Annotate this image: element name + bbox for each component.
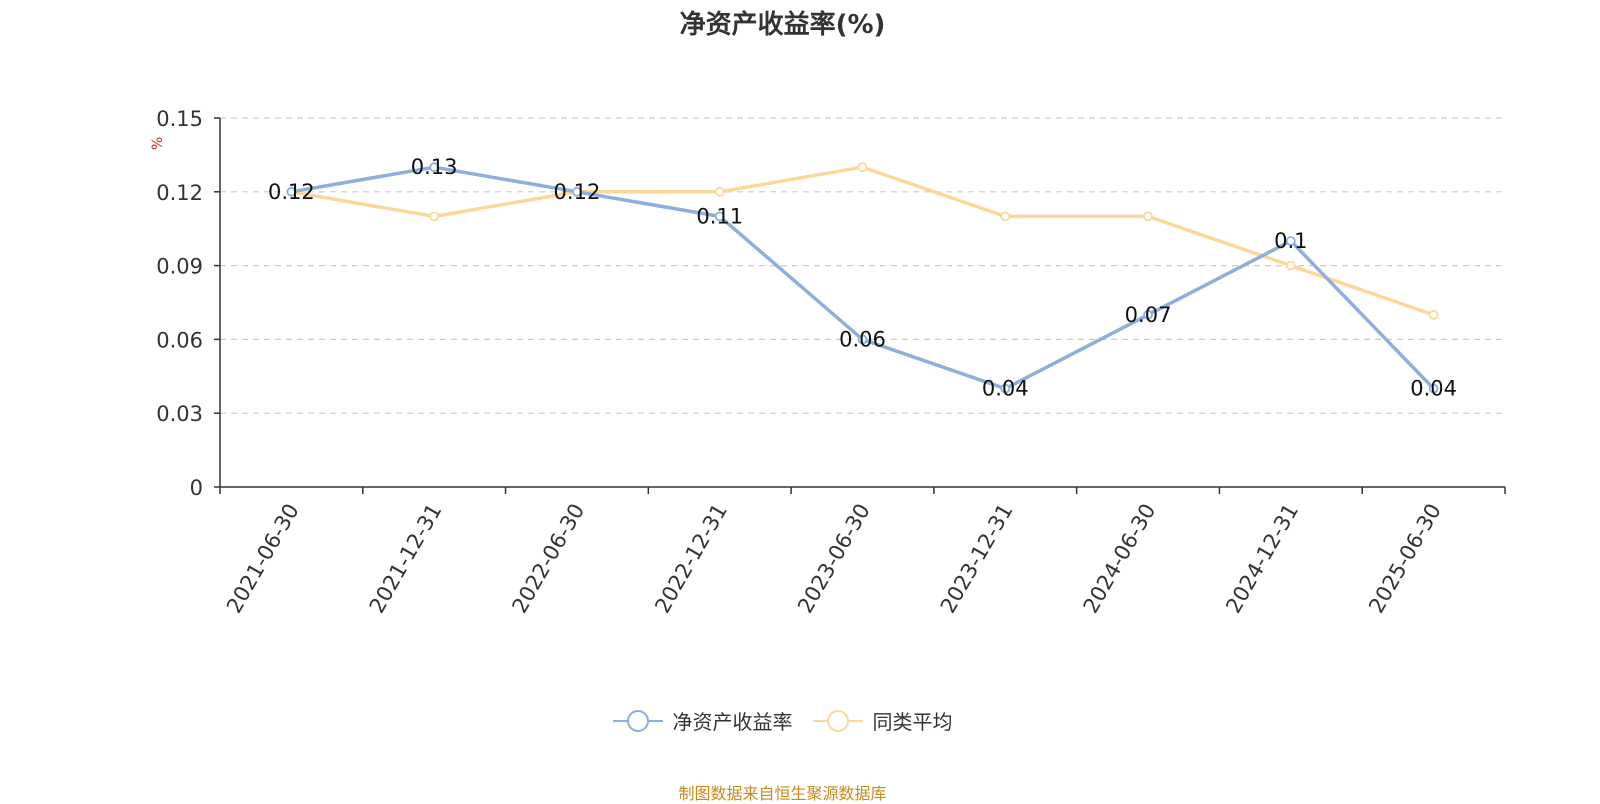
chart-title: 净资产收益率(%)	[679, 10, 886, 40]
legend-label-peer-average: 同类平均	[872, 710, 953, 734]
y-tick-label: 0.12	[156, 181, 203, 205]
x-tick-label: 2021-06-30	[222, 500, 304, 618]
data-point-roe	[1143, 309, 1153, 320]
data-label-roe: 0.1	[1274, 229, 1307, 253]
x-tick-label: 2024-12-31	[1221, 500, 1303, 618]
legend-marker-roe-icon	[612, 709, 663, 732]
x-tick-label: 2024-06-30	[1079, 500, 1161, 618]
data-point-roe	[1428, 383, 1439, 394]
data-point-roe	[1285, 236, 1296, 246]
data-point-peer-average	[1285, 260, 1296, 271]
x-tick-label: 2023-06-30	[793, 500, 875, 618]
y-tick-label: 0.09	[156, 255, 203, 279]
legend-marker-peer-icon	[812, 709, 863, 732]
data-label-roe: 0.04	[982, 377, 1029, 401]
data-label-roe: 0.12	[554, 180, 601, 204]
data-label-roe: 0.11	[696, 204, 743, 228]
x-tick-label: 2022-06-30	[507, 500, 589, 618]
data-point-peer-average	[714, 186, 725, 197]
y-tick-label: 0.15	[156, 107, 203, 131]
data-point-roe	[572, 186, 582, 197]
data-label-roe: 0.07	[1125, 303, 1172, 327]
x-tick-label: 2023-12-31	[936, 500, 1018, 618]
legend-item-roe[interactable]: 净资产收益率	[612, 706, 793, 735]
data-point-roe	[286, 186, 297, 197]
y-tick-label: 0.03	[156, 402, 203, 426]
x-tick-label: 2022-12-31	[650, 500, 732, 618]
data-point-roe	[714, 211, 725, 222]
series-line-roe	[291, 165, 1435, 391]
data-point-roe	[857, 334, 868, 345]
data-label-roe: 0.12	[268, 180, 315, 204]
data-point-roe	[429, 162, 440, 173]
x-tick-label: 2021-12-31	[365, 499, 447, 617]
data-point-peer-average	[857, 162, 868, 173]
series-line-peer-average	[291, 165, 1435, 317]
y-tick-label: 0	[190, 476, 203, 500]
line-chart: 0 0.03 0.06 0.09 0.12 0.15 2021-06-30 2021-12-3…	[156, 107, 1506, 618]
x-tick-label: 2025-06-30	[1364, 500, 1446, 618]
data-label-roe: 0.13	[411, 155, 458, 179]
legend: 净资产收益率 同类平均	[0, 706, 1565, 735]
data-point-peer-average	[1428, 309, 1439, 320]
data-label-roe: 0.06	[839, 327, 886, 351]
data-source-footer: 制图数据来自恒生聚源数据库	[678, 784, 887, 803]
data-label-roe: 0.04	[1410, 377, 1457, 401]
data-point-roe	[1000, 383, 1011, 394]
legend-label-roe: 净资产收益率	[672, 710, 793, 734]
y-tick-label: 0.06	[156, 328, 203, 352]
data-point-peer-average	[429, 211, 440, 222]
legend-item-peer-average[interactable]: 同类平均	[812, 706, 953, 735]
data-point-peer-average	[1000, 211, 1011, 222]
data-point-peer-average	[1143, 211, 1153, 222]
